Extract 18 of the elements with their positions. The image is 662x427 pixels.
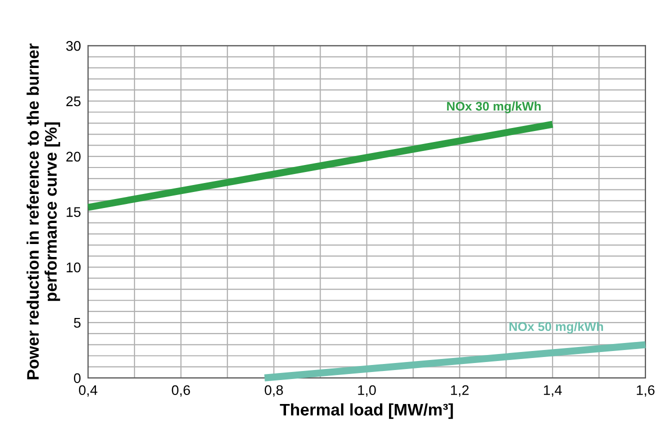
x-tick-label: 1,4 (544, 385, 562, 397)
x-axis-title: Thermal load [MW/m³] (280, 403, 453, 419)
x-tick-label: 1,6 (636, 385, 654, 397)
x-tick-label: 1,0 (358, 385, 376, 397)
series-label: NOx 50 mg/kWh (509, 322, 604, 334)
y-tick-label: 15 (66, 207, 81, 217)
y-tick-label: 25 (66, 96, 81, 106)
y-tick-label: 30 (66, 41, 81, 51)
y-tick-label: 20 (66, 152, 81, 162)
series-label: NOx 30 mg/kWh (447, 101, 541, 114)
x-tick-label: 0,8 (264, 385, 283, 397)
y-tick-label: 0 (74, 373, 81, 384)
x-tick-label: 0,6 (172, 385, 190, 397)
x-tick-label: 0,4 (78, 385, 98, 397)
y-tick-label: 10 (66, 262, 81, 272)
x-tick-label: 1,2 (451, 385, 469, 397)
y-tick-label: 5 (74, 318, 81, 328)
y-axis-title: Power reduction in reference to the burner performance curve [%] (26, 43, 60, 380)
